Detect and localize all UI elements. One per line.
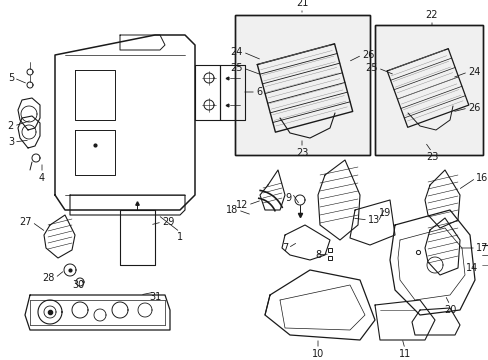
Text: 4: 4	[39, 173, 45, 183]
Text: 25: 25	[365, 63, 377, 73]
Text: 24: 24	[230, 47, 243, 57]
Text: 7: 7	[281, 243, 287, 253]
Text: 28: 28	[42, 273, 55, 283]
Text: 27: 27	[20, 217, 32, 227]
Text: 1: 1	[177, 232, 183, 242]
Text: 17: 17	[475, 243, 488, 253]
Bar	[235, 15, 369, 155]
Text: 8: 8	[314, 250, 321, 260]
Text: 12: 12	[235, 200, 247, 210]
Text: 21: 21	[295, 0, 307, 8]
Text: 5: 5	[8, 73, 14, 83]
Text: 22: 22	[425, 10, 437, 20]
Text: 11: 11	[398, 349, 410, 359]
Text: 14: 14	[465, 263, 477, 273]
Text: 29: 29	[162, 217, 174, 227]
Text: 6: 6	[256, 87, 262, 97]
Bar	[235, 15, 369, 155]
Text: 13: 13	[367, 215, 380, 225]
Text: 10: 10	[311, 349, 324, 359]
Text: 25: 25	[230, 63, 243, 73]
Text: 30: 30	[73, 280, 85, 290]
Text: 31: 31	[148, 292, 161, 302]
Text: 23: 23	[425, 152, 437, 162]
Text: 2: 2	[8, 121, 14, 131]
Text: 24: 24	[467, 67, 479, 77]
Text: 26: 26	[361, 50, 374, 60]
Text: 9: 9	[285, 193, 291, 203]
Text: 16: 16	[475, 173, 487, 183]
Text: 26: 26	[467, 103, 479, 113]
Text: 23: 23	[295, 148, 307, 158]
Bar	[374, 25, 482, 155]
Text: 19: 19	[378, 208, 390, 218]
Text: 20: 20	[443, 305, 455, 315]
Text: 3: 3	[8, 137, 14, 147]
Bar	[374, 25, 482, 155]
Text: 18: 18	[225, 205, 238, 215]
